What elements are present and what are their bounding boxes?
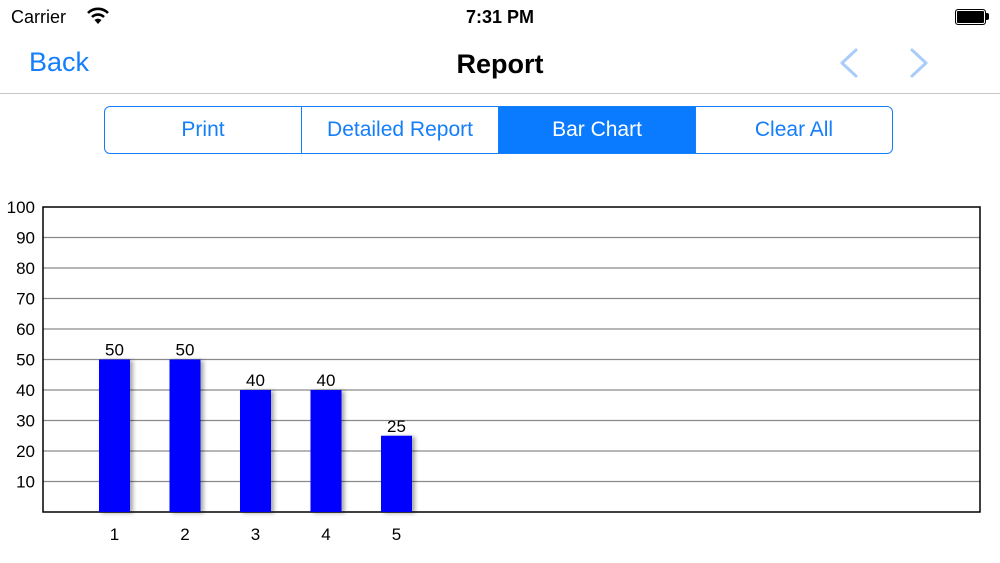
x-tick-label: 5 xyxy=(392,525,401,544)
segment-detailed-report[interactable]: Detailed Report xyxy=(301,107,498,153)
segment-clear-all[interactable]: Clear All xyxy=(695,107,892,153)
segment-bar-chart[interactable]: Bar Chart xyxy=(498,107,695,153)
bar xyxy=(169,359,201,512)
bar-data-label: 50 xyxy=(105,341,124,360)
segment-print[interactable]: Print xyxy=(181,118,225,141)
y-tick-label: 10 xyxy=(16,473,35,492)
y-tick-label: 30 xyxy=(16,412,35,431)
status-bar: Carrier 7:31 PM xyxy=(0,0,1000,36)
y-tick-label: 70 xyxy=(16,290,35,309)
back-button[interactable]: Back xyxy=(29,47,90,77)
bar-chart-svg: 10 20 30 40 50 60 70 80 90 100 50 1 50 2 40 3 40 4 25 5 xyxy=(7,198,981,544)
x-tick-label: 2 xyxy=(180,525,189,544)
bar-data-label: 50 xyxy=(176,341,195,360)
status-time: 7:31 PM xyxy=(465,7,535,27)
y-tick-label: 90 xyxy=(16,229,35,248)
y-tick-label: 50 xyxy=(16,351,35,370)
navigation-bar: Back Report xyxy=(0,36,1000,94)
bar-data-label: 25 xyxy=(387,417,406,436)
y-tick-label: 60 xyxy=(16,320,35,339)
y-tick-label: 40 xyxy=(16,381,35,400)
bar xyxy=(310,390,342,512)
report-segmented-control: Print Detailed Report Bar Chart Clear Al… xyxy=(104,106,893,154)
page-title: Report xyxy=(456,49,544,79)
bar-chart: 10 20 30 40 50 60 70 80 90 100 50 1 50 2 40 3 40 4 25 5 xyxy=(0,190,1000,563)
bar-data-label: 40 xyxy=(246,371,265,390)
plot-frame xyxy=(42,206,981,513)
bar-data-label: 40 xyxy=(317,371,336,390)
y-tick-label: 20 xyxy=(16,442,35,461)
x-tick-label: 3 xyxy=(251,525,260,544)
y-tick-label: 80 xyxy=(16,259,35,278)
bar xyxy=(381,435,412,512)
battery-icon xyxy=(955,9,989,25)
x-tick-label: 1 xyxy=(110,525,119,544)
chevron-left-icon[interactable] xyxy=(834,46,864,80)
y-tick-label: 100 xyxy=(7,198,35,217)
chevron-right-icon[interactable] xyxy=(904,46,934,80)
bar xyxy=(240,390,271,512)
carrier-label: Carrier xyxy=(11,7,67,27)
wifi-icon xyxy=(87,7,109,24)
bar xyxy=(99,359,130,512)
x-tick-label: 4 xyxy=(321,525,330,544)
